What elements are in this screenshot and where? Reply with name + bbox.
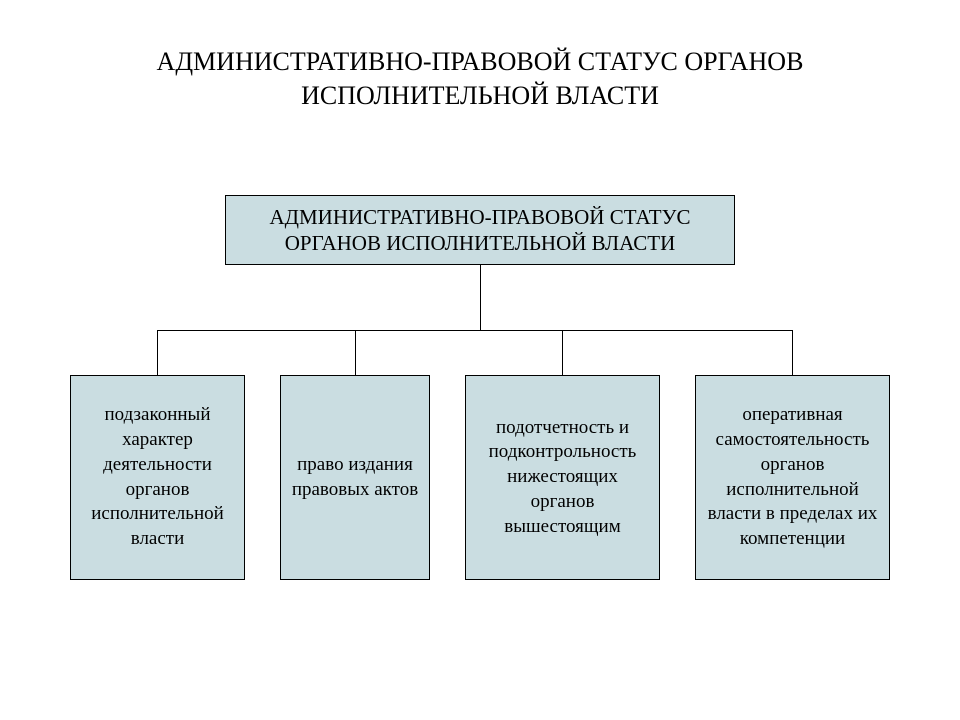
connector-horizontal	[157, 330, 793, 331]
connector-drop-4	[792, 330, 793, 375]
connector-root-drop	[480, 265, 481, 330]
root-node: АДМИНИСТРАТИВНО-ПРАВОВОЙ СТАТУС ОРГАНОВ …	[225, 195, 735, 265]
child-node-3: подотчетность и подконтрольность нижесто…	[465, 375, 660, 580]
connector-drop-1	[157, 330, 158, 375]
page-title: АДМИНИСТРАТИВНО-ПРАВОВОЙ СТАТУС ОРГАНОВ …	[80, 45, 880, 113]
connector-drop-3	[562, 330, 563, 375]
connector-drop-2	[355, 330, 356, 375]
child-node-1: подзаконный характер деятельности органо…	[70, 375, 245, 580]
child-node-2: право издания правовых актов	[280, 375, 430, 580]
child-node-4: оперативная самостоятельность органов ис…	[695, 375, 890, 580]
